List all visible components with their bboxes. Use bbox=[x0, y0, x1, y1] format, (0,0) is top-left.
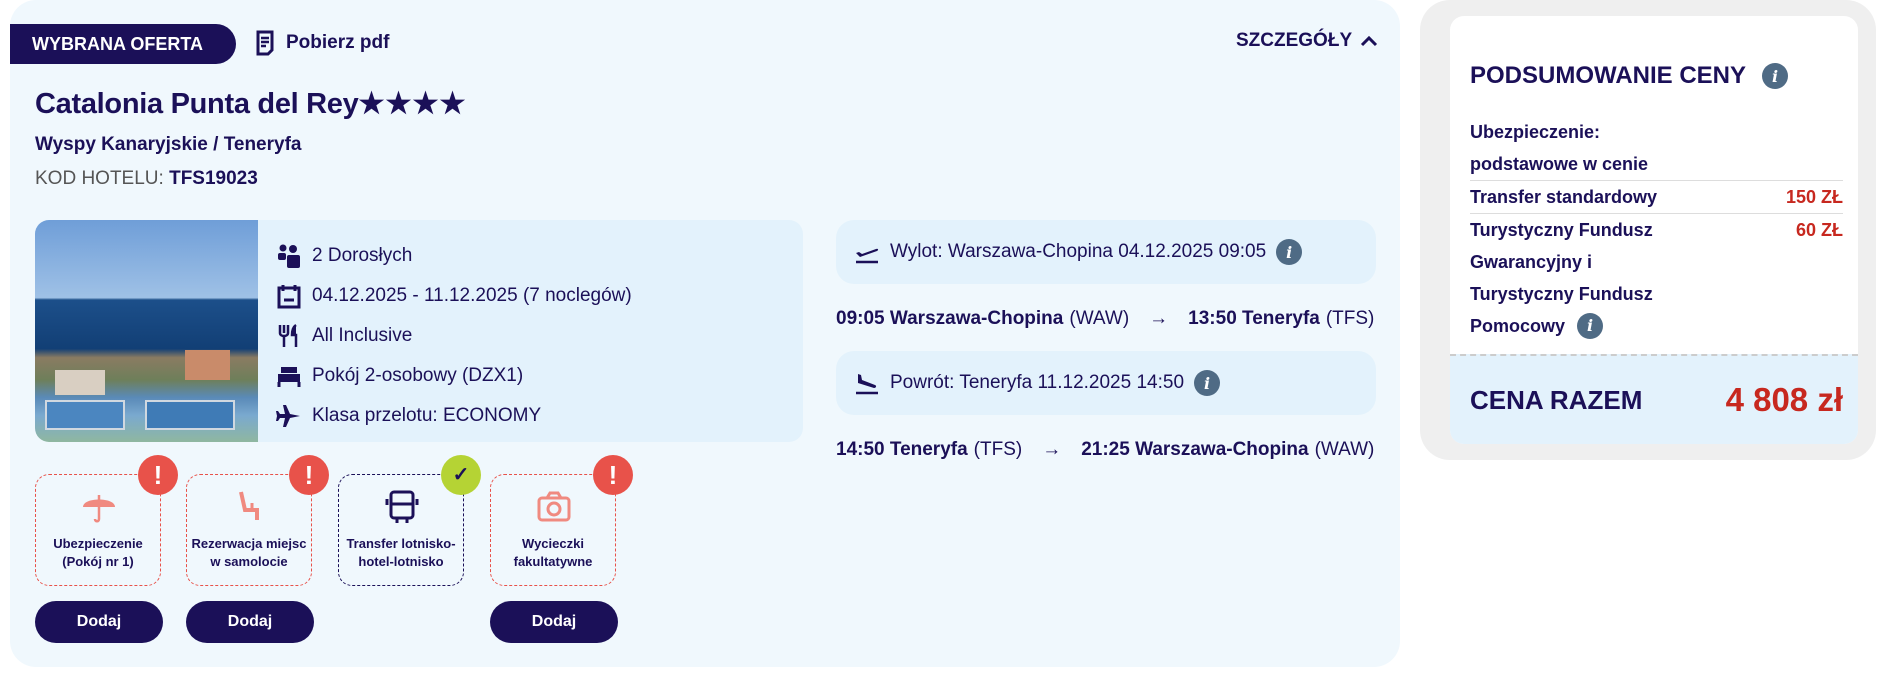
bus-icon bbox=[385, 490, 419, 523]
bed-icon bbox=[277, 367, 301, 387]
extra-excursions[interactable]: Wycieczki fakultatywne ! bbox=[490, 455, 633, 586]
info-icon[interactable]: i bbox=[1577, 313, 1604, 339]
outbound-flight-header: Wylot: Warszawa-Chopina 04.12.2025 09:05… bbox=[836, 220, 1376, 284]
summary-title-text: PODSUMOWANIE CENY bbox=[1470, 62, 1747, 89]
return-flight-header: Powrót: Teneryfa 11.12.2025 14:50 i bbox=[836, 351, 1376, 415]
add-seat-button[interactable]: Dodaj bbox=[186, 601, 314, 643]
hotel-name: Catalonia Punta del Rey bbox=[35, 88, 359, 120]
departure-code: (TFS) bbox=[973, 439, 1023, 460]
extra-insurance[interactable]: Ubezpieczenie (Pokój nr 1) ! bbox=[35, 455, 178, 586]
line-label: Turystyczny Fundusz bbox=[1470, 220, 1653, 240]
line-label: Pomocowy bbox=[1470, 316, 1566, 336]
fund-line-2: Gwarancyjny i bbox=[1470, 246, 1843, 278]
summary-title: PODSUMOWANIE CENY i bbox=[1470, 62, 1789, 90]
departure: 09:05 Warszawa-Chopina bbox=[836, 308, 1064, 329]
hotel-location: Wyspy Kanaryjskie / Teneryfa bbox=[35, 134, 302, 155]
info-row-class: Klasa przelotu: ECONOMY bbox=[276, 396, 632, 436]
extra-transfer[interactable]: Transfer lotnisko-hotel-lotnisko ✓ bbox=[338, 455, 481, 586]
details-label: SZCZEGÓŁY bbox=[1236, 30, 1353, 51]
hotel-code: KOD HOTELU: TFS19023 bbox=[35, 168, 258, 190]
takeoff-icon bbox=[856, 248, 879, 264]
return-route: 14:50 Teneryfa (TFS) → 21:25 Warszawa-Cho… bbox=[836, 439, 1374, 461]
price-summary: PODSUMOWANIE CENY i Ubezpieczenie: podsta… bbox=[1420, 0, 1876, 460]
camera-icon bbox=[537, 491, 571, 522]
outbound-label: Wylot: Warszawa-Chopina 04.12.2025 09:05 bbox=[890, 241, 1267, 262]
line-label: Turystyczny Fundusz bbox=[1470, 284, 1653, 304]
download-pdf-label: Pobierz pdf bbox=[286, 32, 390, 53]
line-price: 150 ZŁ bbox=[1785, 187, 1843, 207]
fund-line-3: Turystyczny Fundusz bbox=[1470, 278, 1843, 310]
arrival: 13:50 Teneryfa bbox=[1188, 308, 1320, 329]
info-icon[interactable]: i bbox=[1762, 63, 1789, 89]
outbound-route: 09:05 Warszawa-Chopina (WAW) → 13:50 Tene… bbox=[836, 308, 1374, 330]
chevron-up-icon bbox=[1361, 35, 1378, 47]
seat-icon bbox=[239, 491, 259, 520]
departure: 14:50 Teneryfa bbox=[836, 439, 968, 460]
line-label: Ubezpieczenie: bbox=[1470, 122, 1601, 142]
arrival: 21:25 Warszawa-Chopina bbox=[1081, 439, 1309, 460]
extra-label: Transfer lotnisko-hotel-lotnisko bbox=[346, 536, 456, 569]
extra-label: Wycieczki fakultatywne bbox=[513, 536, 593, 569]
alert-icon: ! bbox=[138, 455, 178, 495]
transfer-line: Transfer standardowy 150 ZŁ bbox=[1470, 180, 1843, 213]
fund-line: Turystyczny Fundusz 60 ZŁ bbox=[1470, 213, 1843, 246]
info-text: 2 Dorosłych bbox=[312, 245, 413, 266]
fund-line-4: Pomocowy i bbox=[1470, 310, 1843, 342]
line-price: 60 ZŁ bbox=[1795, 220, 1843, 240]
calendar-icon bbox=[277, 285, 301, 309]
info-icon[interactable]: i bbox=[1276, 239, 1303, 265]
selected-offer-badge: WYBRANA OFERTA bbox=[10, 24, 236, 64]
line-label: Transfer standardowy bbox=[1470, 187, 1658, 207]
insurance-line: Ubezpieczenie: bbox=[1470, 116, 1843, 148]
hotel-code-value: TFS19023 bbox=[169, 168, 258, 189]
insurance-line-2: podstawowe w cenie bbox=[1470, 148, 1843, 180]
arrival-code: (TFS) bbox=[1325, 308, 1375, 329]
document-icon bbox=[256, 30, 274, 56]
offer-card: WYBRANA OFERTA Pobierz pdf SZCZEGÓŁY Cat… bbox=[10, 0, 1400, 667]
info-row-dates: 04.12.2025 - 11.12.2025 (7 noclegów) bbox=[276, 276, 632, 316]
arrival-code: (WAW) bbox=[1314, 439, 1375, 460]
details-toggle[interactable]: SZCZEGÓŁY bbox=[1236, 30, 1378, 52]
offer-info-box: 2 Dorosłych 04.12.2025 - 11.12.2025 (7 n… bbox=[35, 220, 803, 442]
extra-seat-reservation[interactable]: Rezerwacja miejsc w samolocie ! bbox=[186, 455, 329, 586]
line-label: Gwarancyjny i bbox=[1470, 252, 1593, 272]
extra-label: Ubezpieczenie (Pokój nr 1) bbox=[53, 536, 143, 569]
alert-icon: ! bbox=[593, 455, 633, 495]
add-insurance-button[interactable]: Dodaj bbox=[35, 601, 163, 643]
info-text: 04.12.2025 - 11.12.2025 (7 noclegów) bbox=[312, 285, 632, 306]
check-icon: ✓ bbox=[441, 455, 481, 495]
hotel-code-label: KOD HOTELU: bbox=[35, 168, 164, 189]
landing-icon bbox=[856, 374, 878, 395]
star-rating: ★★★★ bbox=[358, 88, 467, 120]
info-row-room: Pokój 2-osobowy (DZX1) bbox=[276, 356, 632, 396]
total-price: 4 808 zł bbox=[1725, 381, 1843, 418]
arrow-right-icon: → bbox=[1042, 439, 1062, 460]
return-label: Powrót: Teneryfa 11.12.2025 14:50 bbox=[890, 372, 1185, 393]
info-text: All Inclusive bbox=[312, 325, 413, 346]
info-text: Klasa przelotu: ECONOMY bbox=[312, 405, 542, 426]
umbrella-icon bbox=[83, 495, 115, 523]
plane-icon bbox=[276, 405, 300, 427]
info-icon[interactable]: i bbox=[1194, 370, 1221, 396]
extra-label: Rezerwacja miejsc w samolocie bbox=[191, 536, 307, 569]
hotel-title: Catalonia Punta del Rey★★★★ bbox=[35, 86, 466, 121]
cutlery-icon bbox=[278, 323, 298, 347]
info-row-board: All Inclusive bbox=[276, 316, 632, 356]
people-icon bbox=[278, 244, 300, 268]
alert-icon: ! bbox=[289, 455, 329, 495]
line-label: podstawowe w cenie bbox=[1470, 154, 1649, 174]
add-excursions-button[interactable]: Dodaj bbox=[490, 601, 618, 643]
arrow-right-icon: → bbox=[1149, 308, 1169, 329]
total-label: CENA RAZEM bbox=[1470, 384, 1643, 415]
info-row-travelers: 2 Dorosłych bbox=[276, 236, 632, 276]
download-pdf-link[interactable]: Pobierz pdf bbox=[256, 30, 389, 56]
info-text: Pokój 2-osobowy (DZX1) bbox=[312, 365, 524, 386]
departure-code: (WAW) bbox=[1069, 308, 1130, 329]
hotel-photo[interactable] bbox=[35, 220, 258, 442]
total-price-row: CENA RAZEM 4 808 zł bbox=[1450, 354, 1858, 444]
